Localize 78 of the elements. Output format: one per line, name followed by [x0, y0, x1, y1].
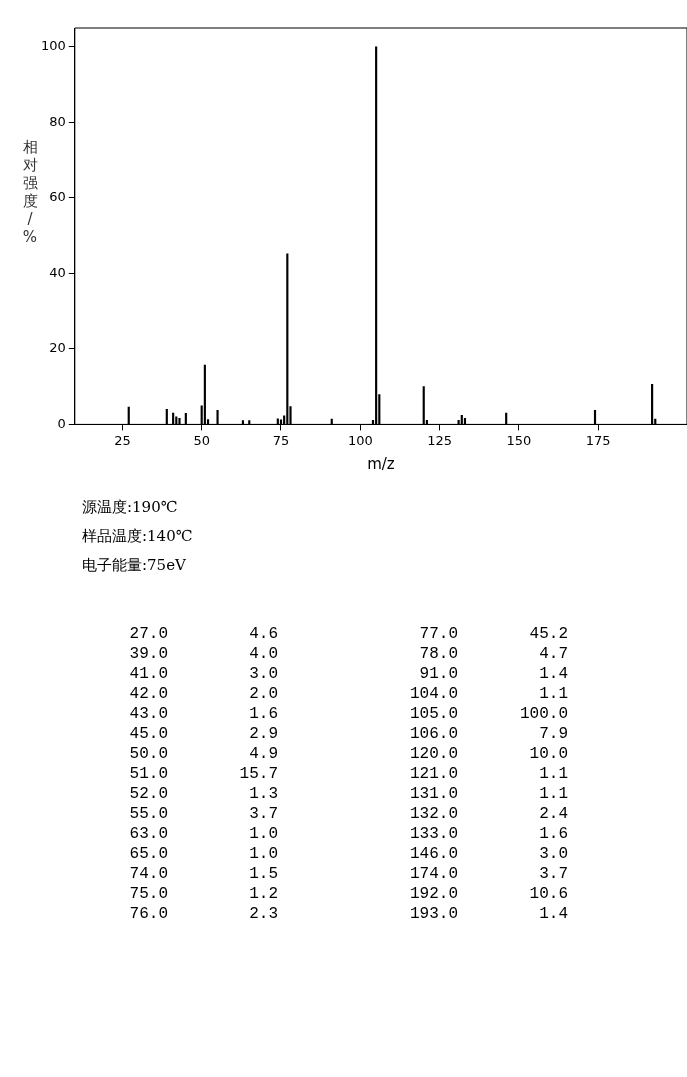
text: 2.9 [248, 725, 278, 745]
text: 41.0 [128, 665, 168, 685]
text: 15.7 [238, 765, 278, 785]
text: 121.0 [409, 765, 458, 785]
text: 1.4 [538, 665, 568, 685]
text: 105.0 [409, 705, 458, 725]
y-tick-label: 0 [57, 415, 66, 431]
text: 132.0 [409, 805, 458, 825]
text: 91.0 [418, 665, 458, 685]
x-tick-label: 150 [506, 432, 532, 448]
text: 1.3 [248, 785, 278, 805]
text: 55.0 [128, 805, 168, 825]
text: 192.0 [409, 885, 458, 905]
text: 74.0 [128, 865, 168, 885]
text: 3.7 [538, 865, 568, 885]
x-tick-label: 75 [272, 432, 290, 448]
text: 50.0 [128, 745, 168, 765]
x-tick-label: 175 [585, 432, 611, 448]
text: 77.0 [418, 625, 458, 645]
text: 4.7 [538, 645, 568, 665]
text: 75.0 [128, 885, 168, 905]
text: 1.5 [248, 865, 278, 885]
text: 1.4 [538, 905, 568, 925]
text: 10.0 [528, 745, 568, 765]
x-tick-label: 25 [114, 432, 131, 448]
text: 76.0 [128, 905, 168, 925]
text: 样品温度:140℃ [82, 527, 194, 546]
text: 1.1 [538, 685, 568, 705]
text: 1.0 [248, 825, 278, 845]
text: 电子能量:75eV [82, 556, 187, 575]
text: 65.0 [128, 845, 168, 865]
y-tick-label: 40 [49, 264, 66, 280]
y-tick-label: 100 [40, 38, 66, 54]
text: 2.4 [538, 805, 568, 825]
text: 1.1 [538, 785, 568, 805]
text: 133.0 [409, 825, 458, 845]
x-tick-label: 100 [347, 432, 373, 448]
text: 45.0 [128, 725, 168, 745]
text: 51.0 [128, 765, 168, 785]
text: 4.9 [248, 745, 278, 765]
text: 7.9 [538, 725, 568, 745]
y-tick-label: 80 [49, 113, 66, 129]
text: 45.2 [528, 625, 568, 645]
text: 4.0 [248, 645, 278, 665]
text: 3.0 [248, 665, 278, 685]
text: 63.0 [128, 825, 168, 845]
text: 43.0 [128, 705, 168, 725]
text: 131.0 [409, 785, 458, 805]
text: 源温度:190℃ [82, 498, 179, 517]
x-axis-title: m/z [367, 454, 395, 473]
y-tick-label: 60 [49, 189, 66, 205]
text: 174.0 [409, 865, 458, 885]
text: 100.0 [519, 705, 568, 725]
text: 10.6 [528, 885, 568, 905]
text: 42.0 [128, 685, 168, 705]
text: 1.2 [248, 885, 278, 905]
text: 27.0 [128, 625, 168, 645]
text: 3.7 [248, 805, 278, 825]
text: 1.0 [248, 845, 278, 865]
text: 146.0 [409, 845, 458, 865]
text: 2.0 [248, 685, 278, 705]
text: 52.0 [128, 785, 168, 805]
text: 4.6 [248, 625, 278, 645]
text: 1.6 [248, 705, 278, 725]
y-tick-label: 20 [49, 340, 66, 356]
text: 106.0 [409, 725, 458, 745]
y-axis-title: 相对强度/% [21, 138, 39, 246]
text: 3.0 [538, 845, 568, 865]
text: 104.0 [409, 685, 458, 705]
x-tick-label: 125 [427, 432, 452, 448]
x-tick-label: 50 [193, 432, 210, 448]
text: 1.1 [538, 765, 568, 785]
text: 78.0 [418, 645, 458, 665]
text: 193.0 [409, 905, 458, 925]
text: 39.0 [128, 645, 168, 665]
text: 2.3 [248, 905, 278, 925]
text: 1.6 [538, 825, 568, 845]
text: 120.0 [409, 745, 458, 765]
